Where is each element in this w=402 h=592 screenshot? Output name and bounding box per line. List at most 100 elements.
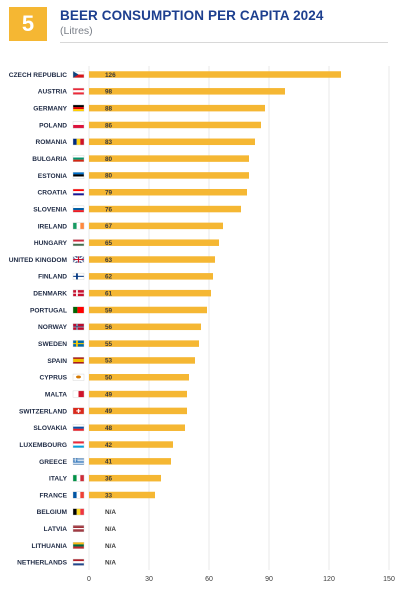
flag-ireland-icon — [72, 222, 85, 230]
data-label: N/A — [105, 560, 116, 567]
flag-switzerland-icon — [72, 407, 85, 415]
flag-germany-icon — [72, 104, 85, 112]
category-label: LATVIA — [44, 526, 68, 533]
category-label: SPAIN — [47, 358, 67, 365]
flag-czech-republic-icon — [72, 71, 85, 78]
data-label: 33 — [105, 492, 113, 499]
bar — [89, 390, 187, 398]
data-label: 42 — [105, 442, 113, 449]
flag-bulgaria-icon — [72, 155, 85, 162]
data-label: 76 — [105, 206, 113, 213]
flag-poland-icon — [72, 121, 85, 129]
flag-netherlands-icon — [72, 558, 85, 566]
data-label: 62 — [105, 274, 113, 281]
flag-latvia-icon — [72, 525, 85, 533]
bar — [89, 188, 247, 196]
bar — [89, 172, 249, 179]
bar — [89, 374, 189, 381]
data-label: 63 — [105, 257, 113, 264]
data-label: N/A — [105, 543, 116, 550]
flag-estonia-icon — [72, 172, 85, 179]
chart-title: BEER CONSUMPTION PER CAPITA 2024 — [60, 8, 324, 23]
data-label: 80 — [105, 173, 113, 180]
flag-finland-icon — [72, 272, 85, 280]
flag-cyprus-icon — [72, 373, 85, 381]
x-tick-label: 60 — [205, 576, 213, 583]
flag-spain-icon — [72, 357, 85, 364]
x-tick-label: 30 — [145, 576, 153, 583]
category-label: SWEDEN — [38, 341, 67, 348]
category-label: BELGIUM — [37, 509, 68, 516]
data-label: 61 — [105, 290, 113, 297]
bar — [89, 71, 341, 78]
category-label: ESTONIA — [38, 173, 67, 180]
flag-sweden-icon — [72, 340, 85, 348]
flag-united-kingdom-icon — [72, 255, 85, 264]
data-label: 55 — [105, 341, 113, 348]
data-label: 126 — [105, 72, 116, 79]
bar — [89, 88, 285, 95]
flag-denmark-icon — [72, 289, 85, 297]
category-label: GERMANY — [33, 106, 67, 113]
data-label: 49 — [105, 391, 113, 398]
x-tick-label: 90 — [265, 576, 273, 583]
x-tick-label: 0 — [87, 576, 91, 583]
category-label: ITALY — [49, 476, 68, 483]
bar — [89, 121, 261, 129]
bar — [89, 424, 185, 431]
bar — [89, 441, 173, 448]
bar — [89, 138, 255, 146]
flag-hungary-icon — [72, 239, 85, 247]
title-divider — [60, 42, 388, 43]
flag-slovenia-icon — [72, 205, 85, 213]
category-label: IRELAND — [38, 223, 68, 230]
flag-croatia-icon — [72, 188, 85, 196]
x-tick-label: 120 — [323, 576, 335, 583]
data-label: 65 — [105, 240, 113, 247]
category-label: PORTUGAL — [30, 307, 67, 314]
data-label: 80 — [105, 156, 113, 163]
flag-norway-icon — [72, 323, 85, 331]
bar — [89, 474, 161, 482]
flag-luxembourg-icon — [72, 441, 85, 448]
bar — [89, 155, 249, 162]
category-label: LITHUANIA — [31, 543, 67, 550]
data-label: 36 — [105, 475, 113, 482]
flag-italy-icon — [72, 474, 85, 482]
bar — [89, 205, 241, 213]
flag-malta-icon — [72, 390, 85, 398]
flag-greece-icon — [72, 457, 85, 465]
bar — [89, 306, 207, 314]
bar — [89, 256, 215, 263]
category-label: GREECE — [39, 459, 67, 466]
flag-france-icon — [72, 491, 85, 499]
bar — [89, 104, 265, 112]
bar — [89, 357, 195, 364]
data-label: 56 — [105, 324, 113, 331]
x-tick-label: 150 — [383, 576, 395, 583]
chart-subtitle: (Litres) — [60, 25, 93, 37]
data-label: 41 — [105, 459, 113, 466]
category-label: MALTA — [45, 391, 67, 398]
category-label: SLOVENIA — [33, 206, 67, 213]
category-label: NORWAY — [38, 324, 68, 331]
category-label: POLAND — [39, 122, 67, 129]
category-label: ROMANIA — [35, 139, 67, 146]
category-label: HUNGARY — [34, 240, 68, 247]
category-label: CROATIA — [37, 190, 67, 197]
bar — [89, 222, 223, 230]
data-label: N/A — [105, 509, 116, 516]
category-label: SWITZERLAND — [19, 408, 67, 415]
bar — [89, 289, 211, 297]
data-label: N/A — [105, 526, 116, 533]
data-label: 88 — [105, 105, 113, 112]
category-label: UNITED KINGDOM — [9, 257, 68, 264]
category-label: AUSTRIA — [38, 89, 68, 96]
bar — [89, 491, 155, 499]
category-label: LUXEMBOURG — [19, 442, 67, 449]
category-label: DENMARK — [33, 291, 67, 298]
category-label: CZECH REPUBLIC — [9, 72, 67, 79]
data-label: 50 — [105, 375, 113, 382]
bar — [89, 340, 199, 347]
